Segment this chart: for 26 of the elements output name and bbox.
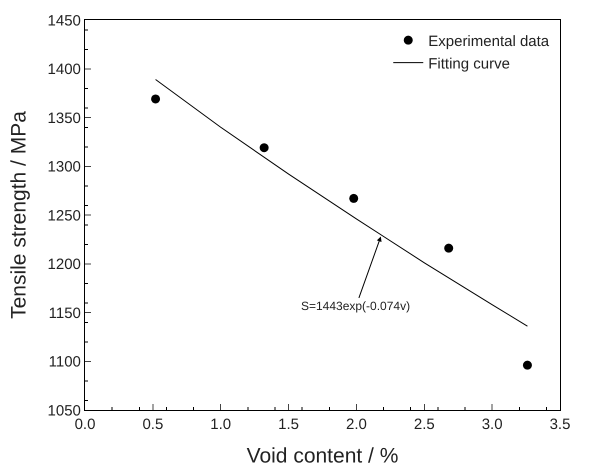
y-tick-label: 1100 bbox=[48, 354, 81, 370]
line-series bbox=[155, 78, 528, 327]
x-tick-label: 3.5 bbox=[550, 416, 570, 434]
legend-label: Experimental data bbox=[428, 33, 550, 50]
x-axis-title: Void content / % bbox=[246, 444, 398, 468]
x-tick-label: 2.5 bbox=[414, 416, 435, 434]
y-tick-label: 1450 bbox=[48, 12, 81, 30]
point bbox=[151, 94, 160, 104]
x-tick-label: 0.5 bbox=[142, 416, 164, 434]
x-tick-label: 1.0 bbox=[210, 416, 232, 434]
y-axis-title: Tensile strength / MPa bbox=[8, 110, 31, 319]
y-tick-label: 1400 bbox=[48, 61, 81, 78]
annotation: S=1443exp(-0.074v) bbox=[301, 299, 410, 313]
point bbox=[349, 194, 358, 203]
legend-label: Fitting curve bbox=[428, 56, 510, 72]
y-tick-label: 1200 bbox=[48, 256, 81, 273]
y-tick-label: 1150 bbox=[48, 304, 81, 322]
point bbox=[260, 143, 269, 152]
x-tick-label: 3.0 bbox=[482, 416, 503, 434]
x-tick-label: 2.0 bbox=[346, 416, 367, 434]
y-tick-label: 1350 bbox=[48, 110, 81, 127]
y-tick-label: 1300 bbox=[48, 158, 81, 176]
point bbox=[522, 360, 532, 370]
y-tick-label: 1250 bbox=[48, 207, 81, 224]
x-tick-label: 1.5 bbox=[278, 416, 299, 434]
point bbox=[444, 244, 454, 253]
